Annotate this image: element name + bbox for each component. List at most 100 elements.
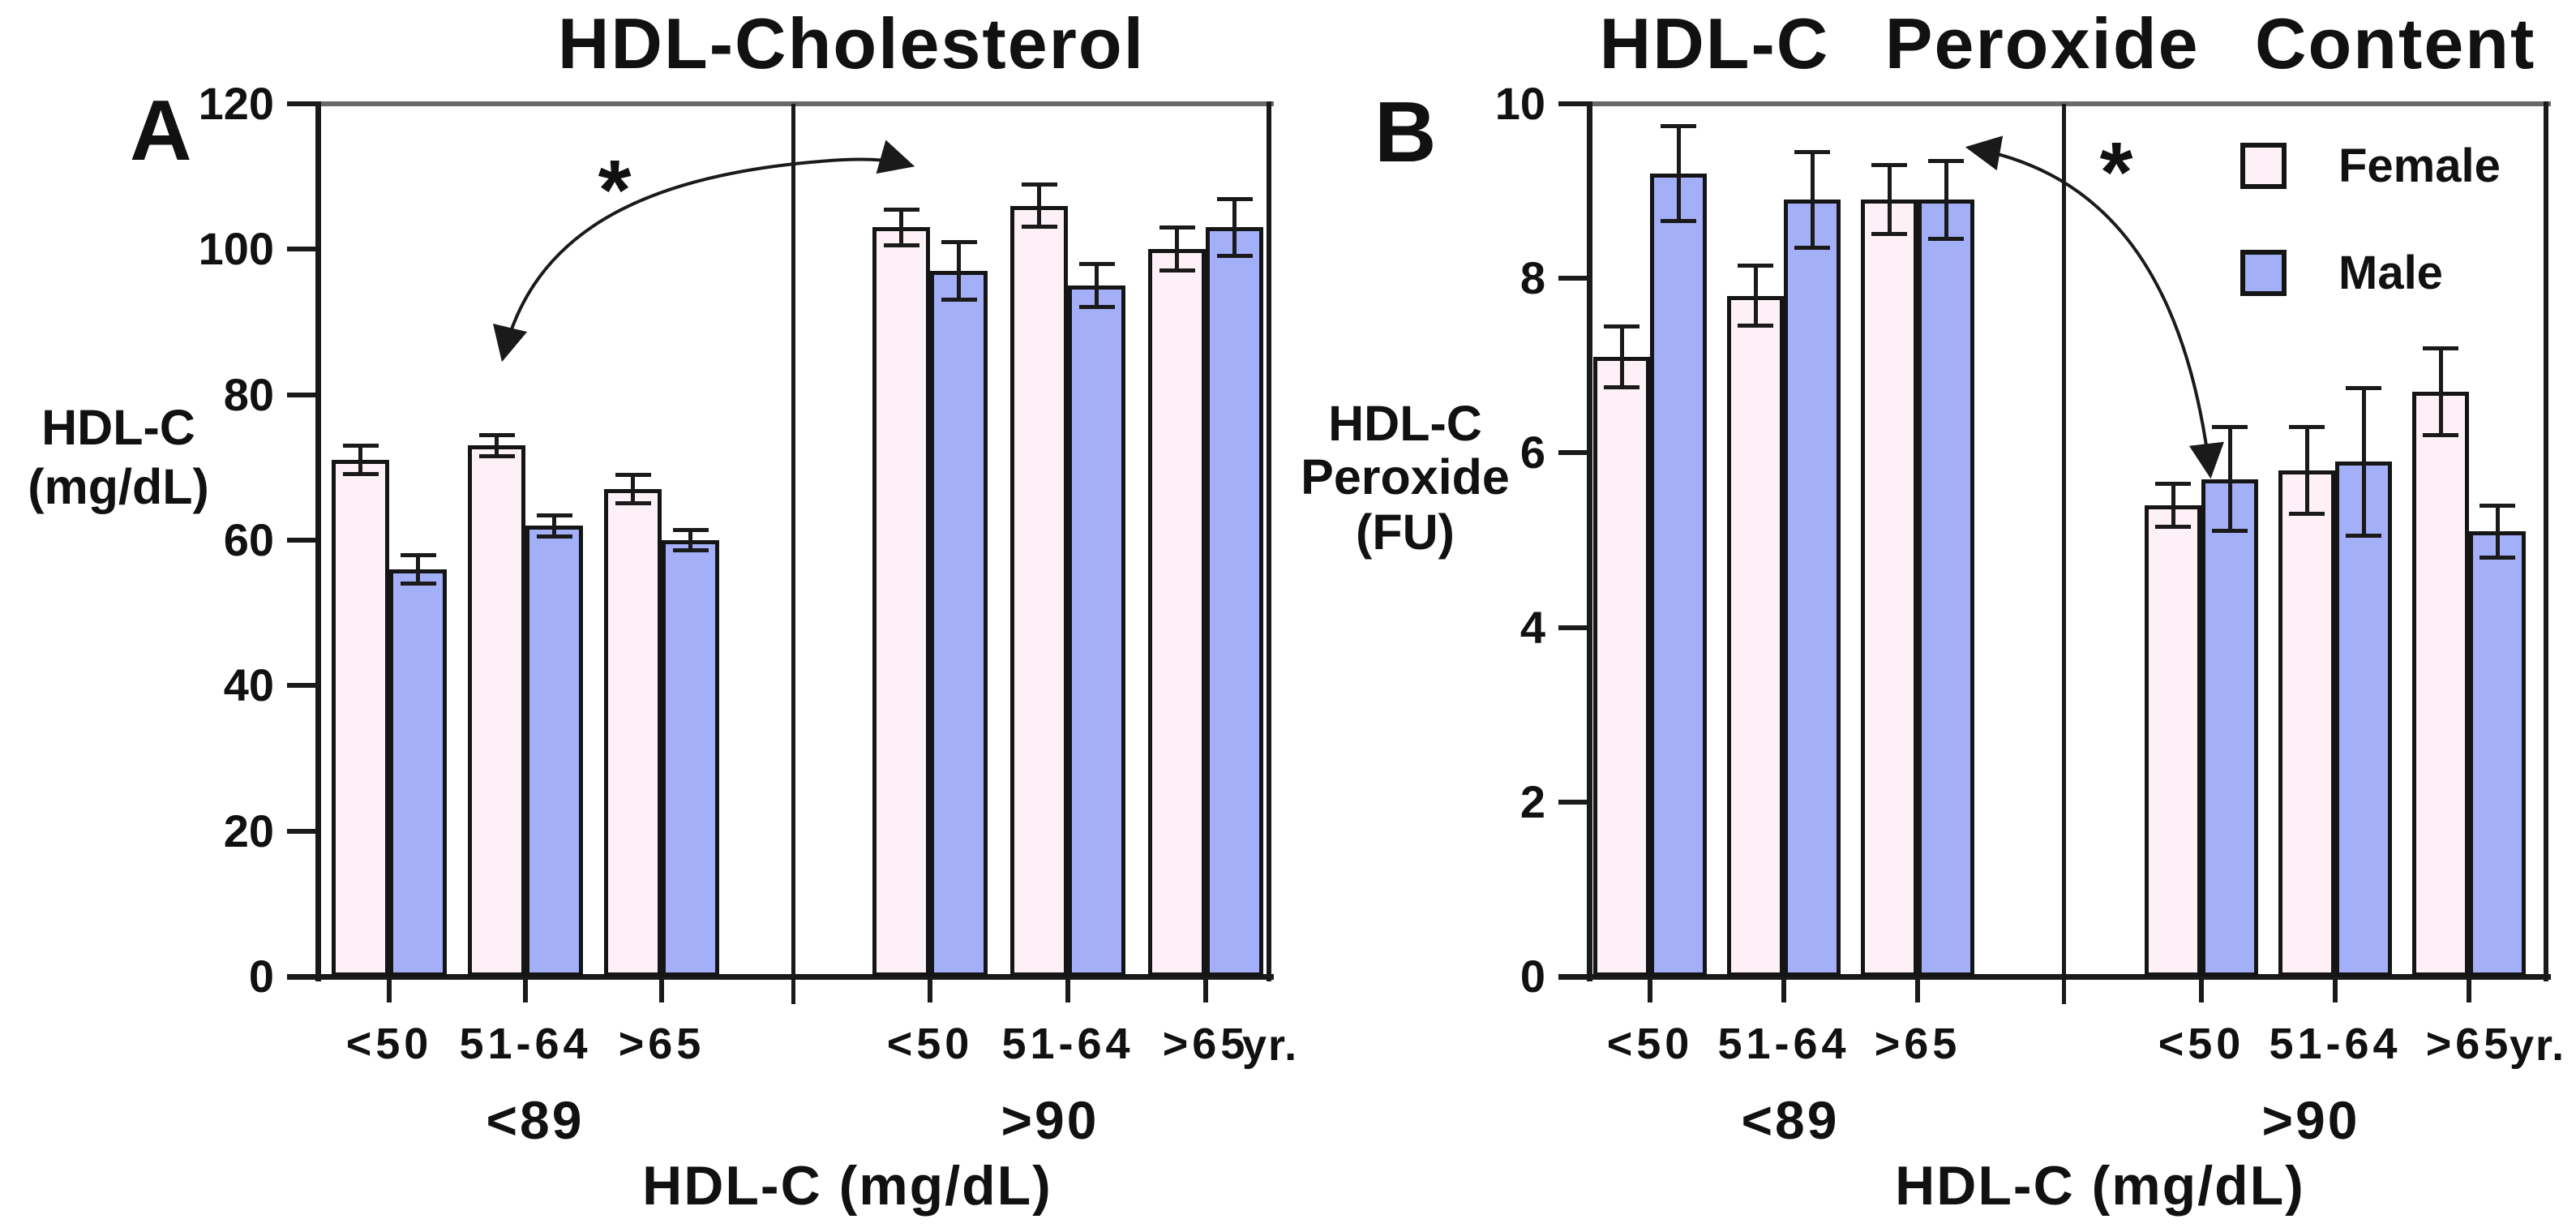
error-bar-line — [1676, 125, 1681, 222]
error-bar-line — [2227, 427, 2232, 532]
category-label: <50 — [345, 1020, 433, 1068]
y-tick — [287, 974, 318, 979]
panel-b-title: HDL-C Peroxide Content — [1599, 3, 2536, 84]
bar-male — [2335, 461, 2392, 977]
x-tick — [523, 977, 528, 1002]
error-bar-cap-top — [400, 552, 436, 557]
panel-a-ylabel-line2: (mg/dL) — [28, 459, 209, 514]
error-bar-cap-top — [1021, 182, 1057, 187]
error-bar-cap-top — [615, 473, 651, 478]
y-tick-label: 6 — [1519, 427, 1545, 479]
y-tick — [1558, 276, 1589, 281]
legend-female-swatch — [2240, 143, 2287, 189]
bar-male — [1068, 285, 1125, 977]
x-axis-line — [287, 974, 1274, 980]
error-bar-cap-top — [342, 444, 379, 449]
panel-b-group-label-1: <89 — [1741, 1090, 1840, 1150]
bar-male — [2201, 479, 2258, 977]
error-bar-cap-bottom — [1738, 324, 1773, 328]
bar-male — [1206, 227, 1263, 977]
bar-female — [2412, 392, 2469, 977]
error-bar-cap-top — [1928, 158, 1964, 163]
error-bar-line — [631, 474, 635, 504]
y-tick — [1558, 450, 1589, 456]
error-bar-cap-top — [478, 432, 515, 437]
panel-a-letter: A — [130, 83, 192, 178]
bar-female — [1593, 357, 1650, 977]
panel-b-ylabel-line2: Peroxide — [1301, 449, 1510, 504]
error-bar-cap-top — [883, 208, 919, 212]
category-label: >65 — [1874, 1020, 1961, 1068]
error-bar-cap-bottom — [342, 472, 379, 477]
group-divider-line — [2062, 104, 2066, 1004]
error-bar-line — [1175, 227, 1179, 272]
error-bar-cap-top — [1216, 196, 1253, 201]
bar-female — [1010, 205, 1068, 977]
error-bar-line — [1095, 264, 1099, 308]
x-tick — [1915, 977, 1920, 1002]
plot-frame-top — [287, 101, 1274, 106]
plot-frame-right — [1267, 101, 1271, 981]
x-axis-line — [1558, 974, 2551, 980]
bar-female — [2278, 470, 2335, 977]
category-label: >65 — [1162, 1020, 1249, 1068]
error-bar-line — [2495, 504, 2500, 558]
category-label: 51-64 — [459, 1020, 592, 1068]
bar-male — [525, 526, 583, 977]
bar-male — [1784, 200, 1841, 977]
bar-female — [604, 489, 662, 977]
x-tick — [2333, 977, 2338, 1002]
panel-a-comparison-arrow — [493, 140, 915, 363]
y-tick — [1558, 625, 1589, 630]
group-divider-line — [791, 104, 795, 1004]
error-bar-line — [2361, 387, 2366, 536]
error-bar-cap-bottom — [2480, 555, 2515, 560]
bar-male — [2469, 531, 2526, 977]
legend-female-label: Female — [2338, 140, 2501, 192]
panel-a-significance-asterisk: * — [598, 143, 632, 238]
y-tick-label: 0 — [1519, 951, 1545, 1002]
error-bar-line — [495, 434, 499, 457]
y-tick — [287, 392, 318, 397]
panel-a-group-label-1: <89 — [486, 1090, 585, 1150]
error-bar-cap-bottom — [1021, 225, 1057, 230]
error-bar-cap-bottom — [941, 298, 977, 303]
bar-male — [662, 540, 719, 977]
error-bar-line — [899, 209, 903, 246]
error-bar-cap-top — [1738, 264, 1773, 268]
category-label: <50 — [886, 1020, 974, 1068]
y-tick — [287, 247, 318, 252]
error-bar-cap-top — [2289, 425, 2325, 430]
error-bar-cap-top — [1604, 324, 1639, 329]
bar-female — [1861, 200, 1918, 977]
error-bar-cap-top — [1078, 262, 1115, 267]
error-bar-cap-top — [2480, 503, 2515, 508]
y-tick — [287, 683, 318, 689]
error-bar-cap-bottom — [1794, 245, 1830, 250]
y-tick — [287, 101, 318, 106]
error-bar-cap-bottom — [883, 243, 919, 247]
error-bar-cap-top — [2423, 346, 2458, 351]
category-label: >65 — [618, 1020, 705, 1068]
panel-b-age-unit-label: yr. — [2510, 1021, 2566, 1070]
error-bar-line — [552, 514, 556, 537]
category-label: 51-64 — [1001, 1020, 1134, 1068]
error-bar-line — [1810, 152, 1815, 248]
y-tick — [1558, 799, 1589, 805]
error-bar-cap-bottom — [478, 453, 515, 458]
error-bar-cap-top — [536, 513, 572, 517]
y-tick — [287, 538, 318, 543]
error-bar-line — [358, 445, 362, 475]
x-tick — [1065, 977, 1070, 1002]
x-tick — [2199, 977, 2204, 1002]
y-tick-label: 60 — [223, 514, 274, 565]
panel-b-xaxis-title: HDL-C (mg/dL) — [1895, 1155, 2305, 1217]
error-bar-line — [2438, 348, 2443, 436]
error-bar-cap-top — [672, 527, 709, 532]
error-bar-cap-top — [941, 240, 977, 245]
error-bar-cap-bottom — [2346, 533, 2381, 538]
error-bar-cap-bottom — [1604, 384, 1639, 389]
error-bar-line — [2171, 483, 2175, 527]
bar-male — [930, 271, 988, 977]
